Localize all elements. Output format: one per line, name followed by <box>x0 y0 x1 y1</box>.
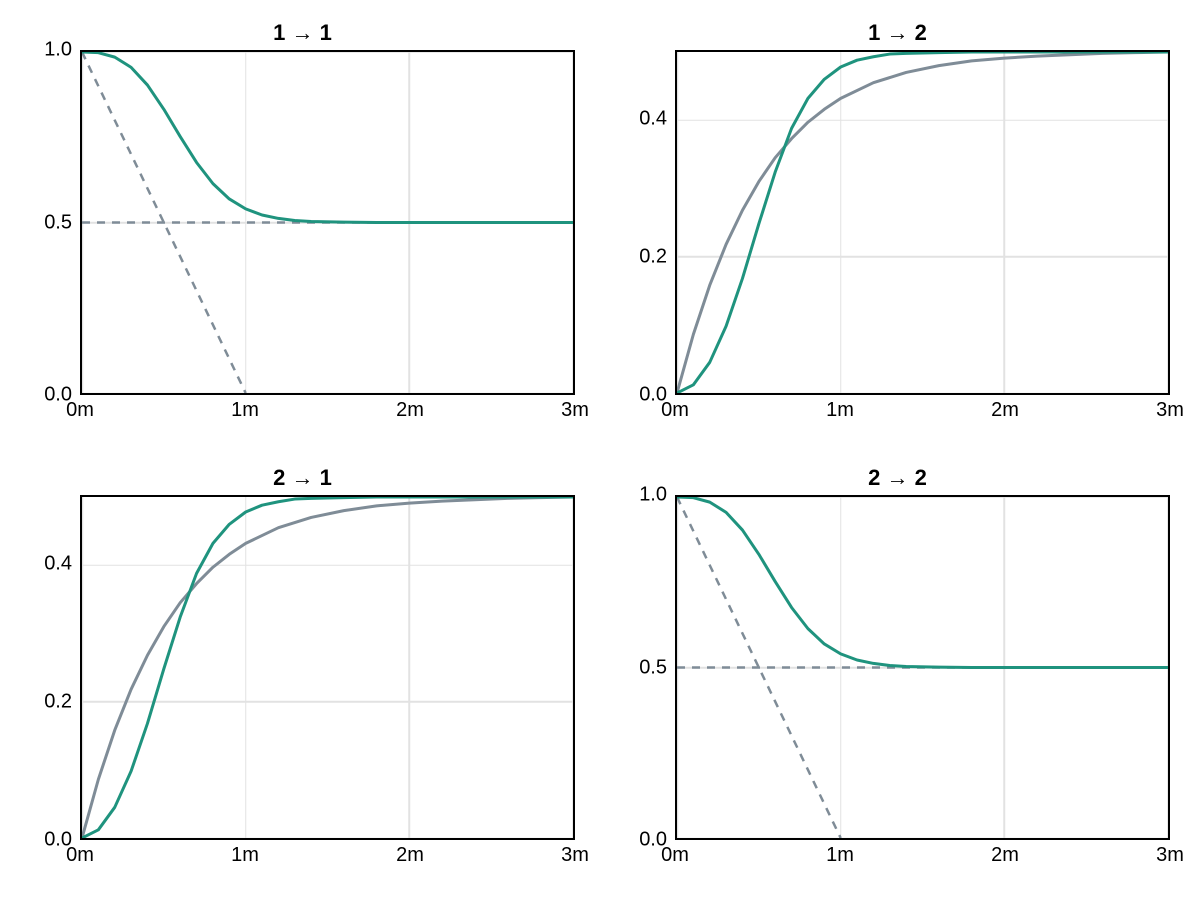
plot-area-p12 <box>675 50 1170 395</box>
panel-title: 1 → 2 <box>625 20 1170 46</box>
x-tick-label: 0m <box>661 399 689 422</box>
x-tick-label: 3m <box>561 399 589 422</box>
x-tick-label: 2m <box>991 844 1019 867</box>
plot-row: 0.00.51.0 0m1m2m3m <box>625 495 1170 870</box>
x-tick-label: 1m <box>826 399 854 422</box>
curves-p11 <box>82 52 573 393</box>
x-axis-p12: 0m1m2m3m <box>675 395 1170 425</box>
x-axis-p11: 0m1m2m3m <box>80 395 575 425</box>
y-axis-p12: 0.00.20.4 <box>625 50 675 425</box>
x-tick-label: 3m <box>1156 844 1184 867</box>
x-axis-p22: 0m1m2m3m <box>675 840 1170 870</box>
plot-row: 0.00.20.4 0m1m2m3m <box>625 50 1170 425</box>
panel-title: 2 → 1 <box>30 465 575 491</box>
x-tick-label: 0m <box>661 844 689 867</box>
panel-2-2: 2 → 2 0.00.51.0 0m1m2m3m <box>625 465 1170 870</box>
y-tick-label: 0.2 <box>44 691 72 714</box>
panel-title: 2 → 2 <box>625 465 1170 491</box>
x-tick-label: 2m <box>396 844 424 867</box>
y-tick-label: 1.0 <box>44 39 72 62</box>
y-tick-label: 0.4 <box>44 553 72 576</box>
x-tick-label: 2m <box>991 399 1019 422</box>
x-tick-label: 0m <box>66 399 94 422</box>
y-tick-label: 0.4 <box>639 108 667 131</box>
plot-area-p11 <box>80 50 575 395</box>
y-tick-label: 0.5 <box>44 211 72 234</box>
panel-title: 1 → 1 <box>30 20 575 46</box>
x-tick-label: 2m <box>396 399 424 422</box>
y-tick-label: 0.2 <box>639 246 667 269</box>
y-axis-p22: 0.00.51.0 <box>625 495 675 870</box>
y-axis-p11: 0.00.51.0 <box>30 50 80 425</box>
x-tick-label: 1m <box>231 844 259 867</box>
y-tick-label: 0.5 <box>639 656 667 679</box>
curves-p22 <box>677 497 1168 838</box>
x-tick-label: 1m <box>231 399 259 422</box>
x-tick-label: 0m <box>66 844 94 867</box>
y-tick-label: 1.0 <box>639 484 667 507</box>
figure-grid: 1 → 1 0.00.51.0 0m1m2m3m 1 → 2 0.00.20.4… <box>0 0 1200 900</box>
curves-p12 <box>677 52 1168 393</box>
panel-1-2: 1 → 2 0.00.20.4 0m1m2m3m <box>625 20 1170 425</box>
panel-1-1: 1 → 1 0.00.51.0 0m1m2m3m <box>30 20 575 425</box>
plot-col: 0m1m2m3m <box>675 495 1170 870</box>
plot-area-p21 <box>80 495 575 840</box>
curves-p21 <box>82 497 573 838</box>
plot-row: 0.00.20.4 0m1m2m3m <box>30 495 575 870</box>
x-tick-label: 3m <box>1156 399 1184 422</box>
plot-col: 0m1m2m3m <box>80 495 575 870</box>
plot-col: 0m1m2m3m <box>80 50 575 425</box>
x-tick-label: 3m <box>561 844 589 867</box>
plot-row: 0.00.51.0 0m1m2m3m <box>30 50 575 425</box>
plot-area-p22 <box>675 495 1170 840</box>
x-tick-label: 1m <box>826 844 854 867</box>
plot-col: 0m1m2m3m <box>675 50 1170 425</box>
x-axis-p21: 0m1m2m3m <box>80 840 575 870</box>
y-axis-p21: 0.00.20.4 <box>30 495 80 870</box>
panel-2-1: 2 → 1 0.00.20.4 0m1m2m3m <box>30 465 575 870</box>
